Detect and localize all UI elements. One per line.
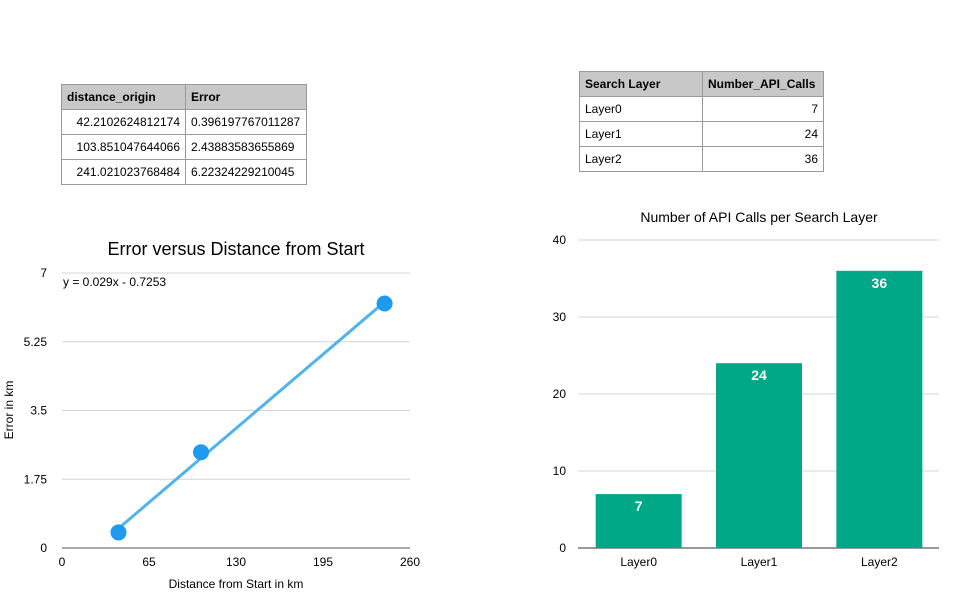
table-cell: Layer0: [579, 96, 703, 122]
bar-data-label: 36: [872, 275, 888, 291]
table-cell: 241.021023768484: [61, 159, 186, 185]
x-tick-label: 130: [226, 555, 246, 569]
bar: [716, 363, 802, 548]
y-tick-label: 30: [553, 310, 567, 324]
table-row: Layer2 36: [579, 146, 824, 172]
scatter-x-tick-labels: 0 65 130 195 260: [59, 555, 421, 569]
x-tick-label: 195: [313, 555, 333, 569]
column-header-number-api-calls: Number_API_Calls: [702, 71, 824, 97]
scatter-point: [110, 524, 127, 541]
table-cell: 42.2102624812174: [61, 109, 186, 135]
x-tick-label: 0: [59, 555, 66, 569]
bar-chart: Number of API Calls per Search Layer 0 10…: [553, 209, 939, 569]
y-tick-label: 3.5: [30, 404, 47, 418]
scatter-point: [376, 295, 393, 312]
x-tick-label: 65: [142, 555, 156, 569]
table-cell: Layer2: [579, 146, 703, 172]
column-header-distance-origin: distance_origin: [61, 84, 186, 110]
x-tick-label: Layer0: [620, 555, 657, 569]
table-cell: 0.396197767011287: [185, 109, 307, 135]
table-row: Layer0 7: [579, 96, 824, 122]
scatter-y-tick-labels: 0 1.75 3.5 5.25 7: [24, 266, 48, 555]
table-cell: 6.22324229210045: [185, 159, 307, 185]
scatter-chart-title: Error versus Distance from Start: [107, 239, 364, 259]
y-tick-label: 5.25: [24, 335, 48, 349]
distance-error-table: distance_origin Error 42.2102624812174 0…: [61, 84, 307, 185]
scatter-point: [193, 444, 210, 461]
table-row: 103.851047644066 2.43883583655869: [61, 134, 307, 160]
column-header-search-layer: Search Layer: [579, 71, 703, 97]
y-tick-label: 0: [40, 541, 47, 555]
scatter-y-axis-label: Error in km: [2, 381, 16, 440]
bar-data-label: 24: [751, 367, 767, 383]
api-calls-table: Search Layer Number_API_Calls Layer0 7 L…: [579, 71, 824, 172]
table-cell: 36: [702, 146, 824, 172]
scatter-chart: Error versus Distance from Start y = 0.0…: [2, 239, 420, 591]
bar: [595, 494, 682, 548]
bar-data-label: 7: [635, 498, 643, 514]
y-tick-label: 1.75: [24, 472, 48, 486]
bar-y-tick-labels: 0 10 20 30 40: [553, 233, 567, 555]
scatter-points: [110, 295, 393, 541]
bar-series: 7 24 36: [595, 270, 923, 548]
bar-chart-title: Number of API Calls per Search Layer: [640, 209, 878, 225]
scatter-x-axis-label: Distance from Start in km: [169, 577, 304, 591]
table-cell: 24: [702, 121, 824, 147]
table-header-row: Search Layer Number_API_Calls: [579, 71, 824, 97]
bar: [836, 270, 923, 548]
x-tick-label: 260: [400, 555, 420, 569]
table-row: 42.2102624812174 0.396197767011287: [61, 109, 307, 135]
y-tick-label: 40: [553, 233, 567, 247]
bar-x-tick-labels: Layer0 Layer1 Layer2: [620, 555, 898, 569]
trendline-group: [117, 300, 386, 530]
y-tick-label: 10: [553, 464, 567, 478]
scatter-gridlines: [62, 272, 410, 549]
x-tick-label: Layer2: [861, 555, 898, 569]
y-tick-label: 7: [40, 266, 47, 280]
table-header-row: distance_origin Error: [61, 84, 307, 110]
table-cell: 2.43883583655869: [185, 134, 307, 160]
table-row: 241.021023768484 6.22324229210045: [61, 159, 307, 185]
table-cell: 7: [702, 96, 824, 122]
trendline: [117, 300, 386, 530]
x-tick-label: Layer1: [741, 555, 778, 569]
y-tick-label: 20: [553, 387, 567, 401]
y-tick-label: 0: [559, 541, 566, 555]
trendline-equation: y = 0.029x - 0.7253: [63, 275, 166, 289]
